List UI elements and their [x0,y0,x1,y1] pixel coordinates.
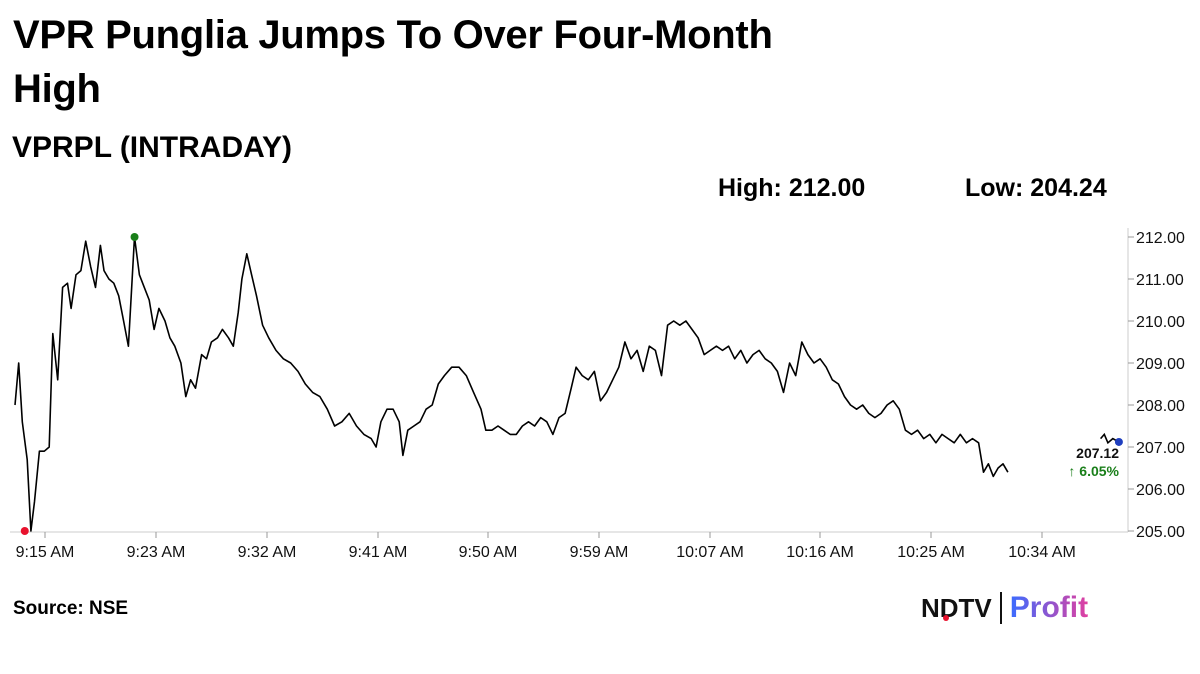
x-tick-label: 9:15 AM [16,544,75,561]
y-tick-label: 206.00 [1136,482,1185,499]
x-tick-label: 9:32 AM [238,544,297,561]
x-tick-label: 9:23 AM [127,544,186,561]
y-tick-label: 208.00 [1136,398,1185,415]
x-tick-label: 10:16 AM [786,544,854,561]
y-tick-label: 210.00 [1136,314,1185,331]
x-tick-label: 10:25 AM [897,544,965,561]
logo-dot [943,614,949,621]
ndtv-profit-logo: NDTV Profit [921,588,1088,628]
y-tick-label: 209.00 [1136,356,1185,373]
x-tick-label: 10:07 AM [676,544,744,561]
low-marker [20,527,29,535]
x-tick-label: 9:59 AM [570,544,629,561]
last-price-marker [1114,437,1123,446]
y-tick-label: 205.00 [1136,524,1185,541]
low-stat: Low: 204.24 [965,174,1107,202]
y-tick-label: 207.00 [1136,440,1185,457]
x-tick-label: 10:34 AM [1008,544,1076,561]
last-value-label: 207.12 [1076,445,1119,461]
source-note: Source: NSE [13,598,129,619]
price-series-line [14,236,1009,532]
high-marker [130,233,139,241]
y-tick-label: 211.00 [1136,272,1184,289]
x-tick-label: 9:50 AM [459,544,518,561]
logo-profit-text: Profit [1009,591,1089,624]
logo-ndtv-text: NDTV [921,592,992,623]
chart-subtitle: VPRPL (INTRADAY) [12,131,293,164]
price-tail-line [1099,432,1120,445]
y-tick-label: 212.00 [1136,230,1185,247]
page-title: VPR Punglia Jumps To Over Four-Month Hig… [13,13,773,111]
x-tick-label: 9:41 AM [349,544,408,561]
logo-separator [999,592,1002,624]
high-stat: High: 212.00 [718,174,866,202]
change-label: ↑ 6.05% [1068,463,1119,479]
